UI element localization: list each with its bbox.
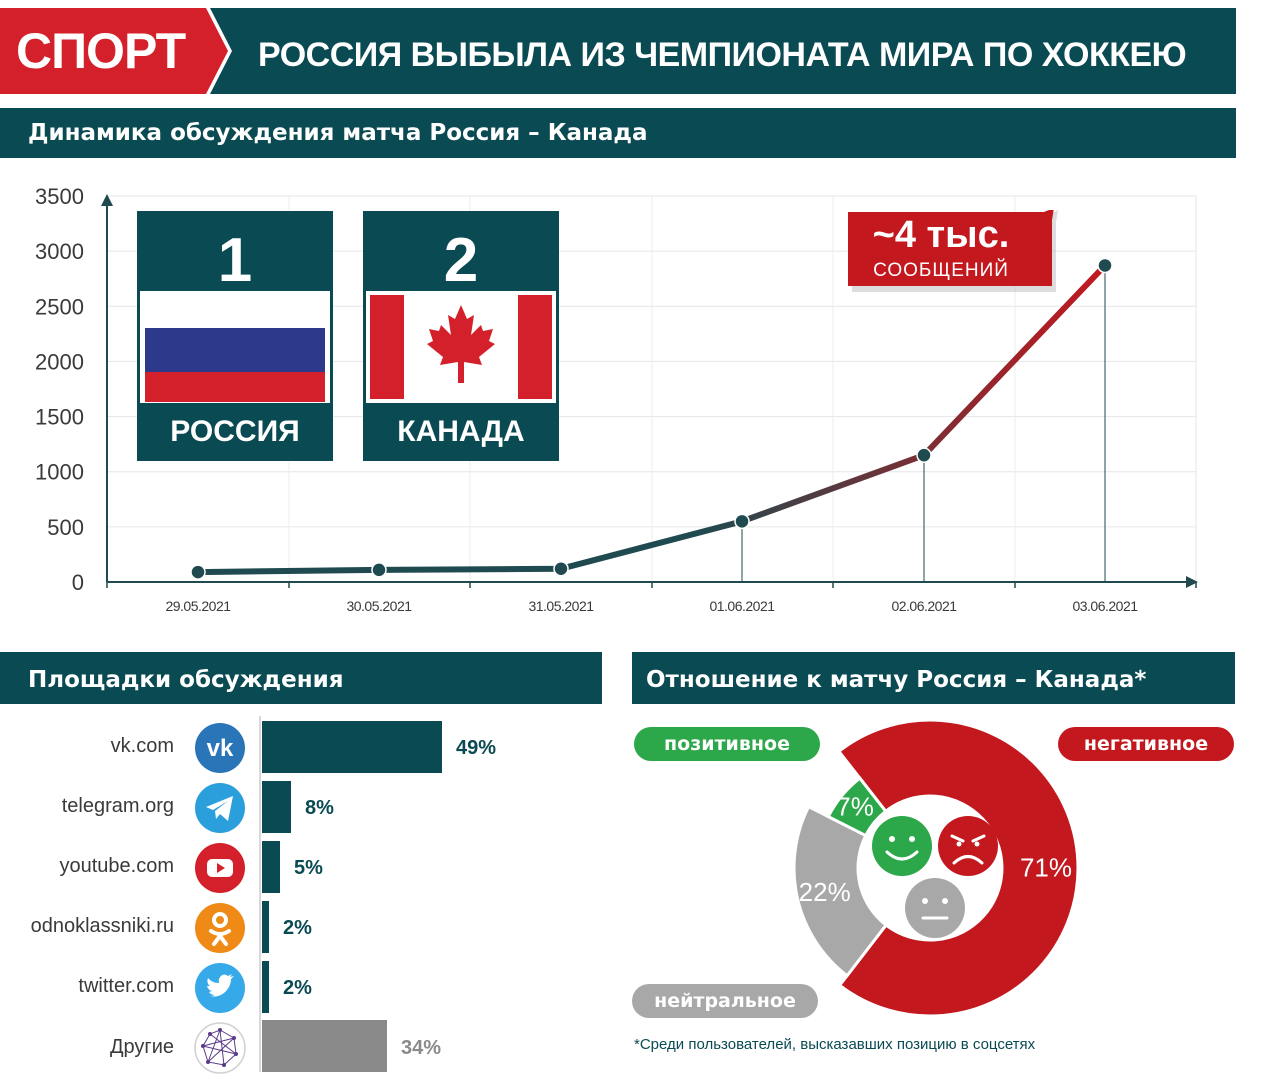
neutral-face-icon xyxy=(905,878,965,938)
sentiment-donut: 71% 22% 7% xyxy=(792,718,1080,1018)
x-tick-label: 02.06.2021 xyxy=(891,598,957,614)
header-background xyxy=(0,8,1236,94)
canada-flag-icon xyxy=(366,291,556,403)
y-tick-label: 3000 xyxy=(35,239,84,264)
team-name: КАНАДА xyxy=(397,415,525,448)
callout-value: ~4 тыс. xyxy=(872,214,1010,256)
y-tick-label: 500 xyxy=(47,515,84,540)
platform-percent: 34% xyxy=(401,1037,442,1059)
platform-label: vk.com xyxy=(110,735,174,757)
platforms-section-title: Площадки обсуждения xyxy=(0,652,602,704)
data-point xyxy=(371,562,387,578)
x-tick-label: 31.05.2021 xyxy=(528,598,594,614)
data-point xyxy=(916,447,932,463)
messages-callout: ~4 тыс. СООБЩЕНИЙ xyxy=(848,210,1058,292)
svg-text:vk: vk xyxy=(207,735,234,762)
x-axis-arrow xyxy=(1186,576,1198,588)
sentiment-section-title: Отношение к матчу Россия – Канада* xyxy=(632,652,1235,704)
angry-face-icon xyxy=(938,816,998,876)
platform-percent: 2% xyxy=(283,917,312,939)
team-score: 1 xyxy=(217,226,253,295)
header-title-band xyxy=(210,8,1236,94)
platform-bar xyxy=(262,841,280,893)
y-tick-label: 1500 xyxy=(35,405,84,430)
donut-slice xyxy=(792,804,889,978)
x-tick-label: 30.05.2021 xyxy=(346,598,412,614)
y-axis-arrow xyxy=(101,194,113,206)
team-card-canada: 2 КАНАДА xyxy=(363,211,559,461)
platforms-axis xyxy=(259,716,261,1072)
donut-slice xyxy=(826,776,888,838)
youtube-icon xyxy=(194,842,246,894)
telegram-icon xyxy=(194,782,246,834)
platform-percent: 5% xyxy=(294,857,323,879)
legend-positive: позитивное xyxy=(634,727,820,761)
section-tag: СПОРТ xyxy=(16,23,186,79)
platform-percent: 49% xyxy=(456,737,497,759)
donut-value-label: 71% xyxy=(1020,853,1072,883)
footnote: *Среди пользователей, высказавших позици… xyxy=(634,1036,1036,1053)
team-name: РОССИЯ xyxy=(170,415,300,448)
platform-label: youtube.com xyxy=(59,855,174,877)
twitter-icon xyxy=(194,962,246,1014)
data-point xyxy=(553,561,569,577)
data-point xyxy=(734,513,750,530)
platform-bar xyxy=(262,1020,387,1072)
donut-value-label: 7% xyxy=(836,791,874,821)
page-title: РОССИЯ ВЫБЫЛА ИЗ ЧЕМПИОНАТА МИРА ПО ХОКК… xyxy=(258,36,1187,74)
platform-percent: 2% xyxy=(283,977,312,999)
line-chart-section-title: Динамика обсуждения матча Россия – Канад… xyxy=(0,108,1236,158)
x-tick-label: 01.06.2021 xyxy=(709,598,775,614)
team-score: 2 xyxy=(443,226,479,295)
russia-flag-icon xyxy=(140,291,330,403)
network-icon xyxy=(194,1022,246,1074)
y-tick-label: 1000 xyxy=(35,460,84,485)
platform-bar xyxy=(262,721,442,773)
platform-bar xyxy=(262,961,269,1013)
data-point xyxy=(190,564,206,580)
platform-bar xyxy=(262,781,291,833)
platform-label: twitter.com xyxy=(78,975,174,997)
data-point xyxy=(1097,257,1113,274)
maple-leaf-icon xyxy=(427,305,495,383)
legend-negative: негативное xyxy=(1058,727,1234,761)
happy-face-icon xyxy=(872,816,932,876)
series-line xyxy=(195,262,1108,576)
donut-value-label: 22% xyxy=(799,877,851,907)
platform-label: odnoklassniki.ru xyxy=(30,915,174,937)
x-tick-label: 29.05.2021 xyxy=(165,598,231,614)
header-banner: СПОРТ РОССИЯ ВЫБЫЛА ИЗ ЧЕМПИОНАТА МИРА П… xyxy=(0,8,1280,94)
x-tick-label: 03.06.2021 xyxy=(1072,598,1138,614)
platform-label: telegram.org xyxy=(61,795,174,817)
line-chart: 0 500 1000 1500 2000 2500 3000 3500 29.05.2021 30… xyxy=(35,184,1198,614)
y-tick-label: 2500 xyxy=(35,294,84,319)
platform-label: Другие xyxy=(109,1036,174,1058)
team-card-russia: 1 РОССИЯ xyxy=(137,211,333,461)
legend-neutral: нейтральное xyxy=(632,984,818,1018)
vk-icon: vk xyxy=(194,722,246,774)
header-tag-band xyxy=(0,8,228,94)
y-tick-label: 0 xyxy=(72,570,84,595)
callout-caption: СООБЩЕНИЙ xyxy=(873,260,1009,281)
platform-percent: 8% xyxy=(305,797,334,819)
platform-bar xyxy=(262,901,269,953)
odnoklassniki-icon xyxy=(194,902,246,954)
y-tick-label: 2000 xyxy=(35,349,84,374)
y-tick-label: 3500 xyxy=(35,184,84,209)
